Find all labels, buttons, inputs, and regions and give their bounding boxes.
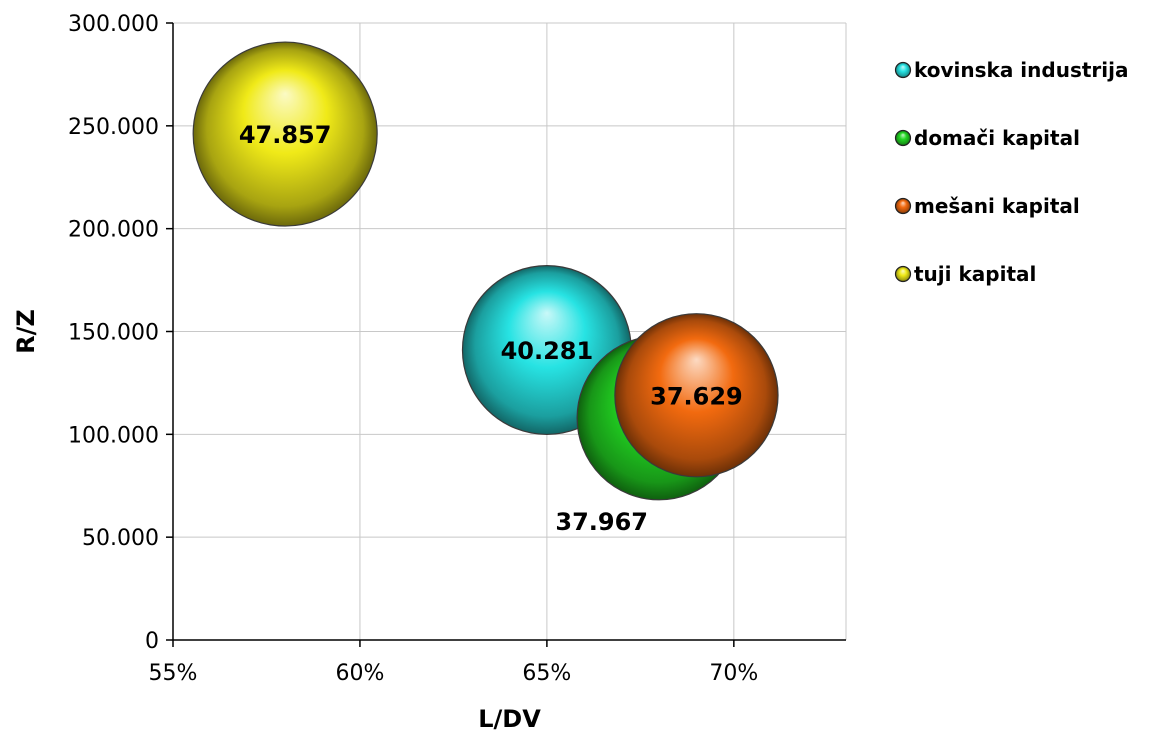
bubble-label-1: 37.967 bbox=[555, 508, 648, 536]
y-axis-title: R/Z bbox=[12, 309, 40, 354]
y-tick-label: 0 bbox=[145, 629, 159, 654]
legend-marker-0 bbox=[896, 63, 911, 78]
bubble-label-3: 47.857 bbox=[239, 121, 332, 149]
legend-label-3: tuji kapital bbox=[914, 262, 1036, 286]
bubble-label-0: 40.281 bbox=[501, 337, 594, 365]
y-tick-label: 250.000 bbox=[68, 115, 159, 140]
x-tick-label: 60% bbox=[335, 661, 384, 686]
y-tick-label: 150.000 bbox=[68, 321, 159, 346]
bubble-label-2: 37.629 bbox=[650, 382, 743, 410]
legend-label-1: domači kapital bbox=[914, 126, 1080, 150]
legend: kovinska industrija domači kapital mešani … bbox=[896, 58, 1129, 286]
y-tick-label: 200.000 bbox=[68, 218, 159, 243]
legend-label-0: kovinska industrija bbox=[914, 58, 1128, 82]
x-tick-label: 70% bbox=[709, 661, 758, 686]
x-axis-title: L/DV bbox=[478, 705, 541, 733]
x-tick-label: 65% bbox=[522, 661, 571, 686]
legend-marker-1 bbox=[896, 131, 911, 146]
y-tick-label: 50.000 bbox=[82, 526, 159, 551]
bubbles bbox=[193, 42, 778, 500]
legend-marker-2 bbox=[896, 199, 911, 214]
legend-marker-3 bbox=[896, 267, 911, 282]
y-tick-label: 100.000 bbox=[68, 423, 159, 448]
legend-label-2: mešani kapital bbox=[914, 194, 1080, 218]
x-tick-label: 55% bbox=[149, 661, 198, 686]
y-tick-label: 300.000 bbox=[68, 12, 159, 37]
